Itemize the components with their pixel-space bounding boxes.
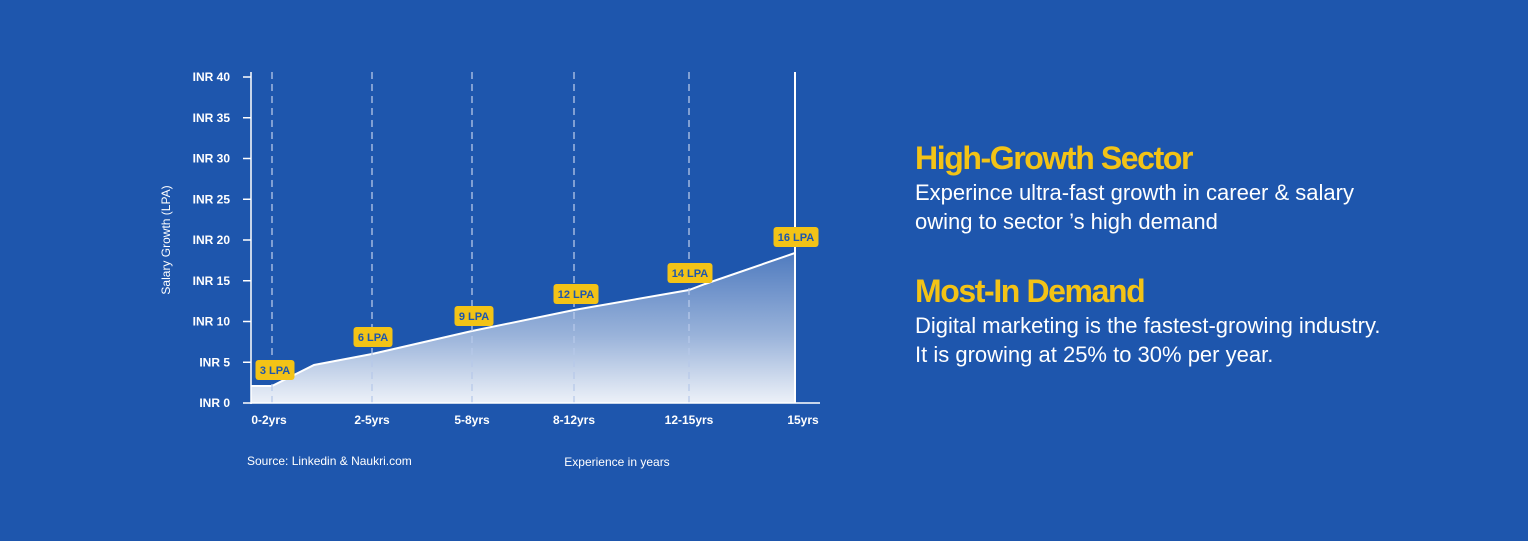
data-label-badge-3 xyxy=(553,284,599,304)
y-tick-label-2: INR 10 xyxy=(193,315,231,329)
x-tick-label-2: 5-8yrs xyxy=(454,413,490,427)
x-tick-label-5: 15yrs xyxy=(787,413,819,427)
x-tick-label-3: 8-12yrs xyxy=(553,413,595,427)
source-note: Source: Linkedin & Naukri.com xyxy=(247,454,412,468)
y-tick-label-6: INR 30 xyxy=(193,152,231,166)
data-label-badge-1 xyxy=(353,327,393,347)
x-tick-label-1: 2-5yrs xyxy=(354,413,390,427)
y-tick-label-4: INR 20 xyxy=(193,233,231,247)
y-tick-label-0: INR 0 xyxy=(199,396,230,410)
x-tick-label-4: 12-15yrs xyxy=(665,413,714,427)
x-axis-label: Experience in years xyxy=(564,455,669,469)
salary-growth-chart: INR 0 INR 5 INR 10 INR 15 INR 20 INR 25 INR 30… xyxy=(159,70,820,469)
data-label-badge-5 xyxy=(773,227,819,247)
y-tick-label-7: INR 35 xyxy=(193,111,231,125)
data-label-badge-2 xyxy=(454,306,494,326)
data-label-0: 3 LPA xyxy=(260,365,290,377)
x-tick-label-0: 0-2yrs xyxy=(251,413,287,427)
most-in-demand-title: Most-In Demand xyxy=(915,273,1146,309)
high-growth-title: High-Growth Sector xyxy=(915,140,1193,176)
y-tick-label-3: INR 15 xyxy=(193,274,231,288)
high-growth-block: High-Growth Sector Experince ultra-fast … xyxy=(915,140,1435,236)
y-tick-label-5: INR 25 xyxy=(193,192,231,206)
most-in-demand-text: Digital marketing is the fastest-growing… xyxy=(915,313,1381,367)
data-label-3: 12 LPA xyxy=(558,289,595,301)
most-in-demand-block: Most-In Demand Digital marketing is the … xyxy=(915,273,1435,369)
data-label-badge-4 xyxy=(667,263,713,283)
high-growth-text: Experince ultra-fast growth in career & … xyxy=(915,180,1354,234)
data-label-2: 9 LPA xyxy=(459,311,489,323)
y-tick-label-8: INR 40 xyxy=(193,70,231,84)
data-label-1: 6 LPA xyxy=(358,332,388,344)
data-label-4: 14 LPA xyxy=(672,268,709,280)
data-label-badge-0 xyxy=(255,360,295,380)
y-axis-label: Salary Growth (LPA) xyxy=(159,185,173,294)
y-tick-label-1: INR 5 xyxy=(199,355,230,369)
growth-area xyxy=(251,253,795,403)
data-label-5: 16 LPA xyxy=(778,232,815,244)
